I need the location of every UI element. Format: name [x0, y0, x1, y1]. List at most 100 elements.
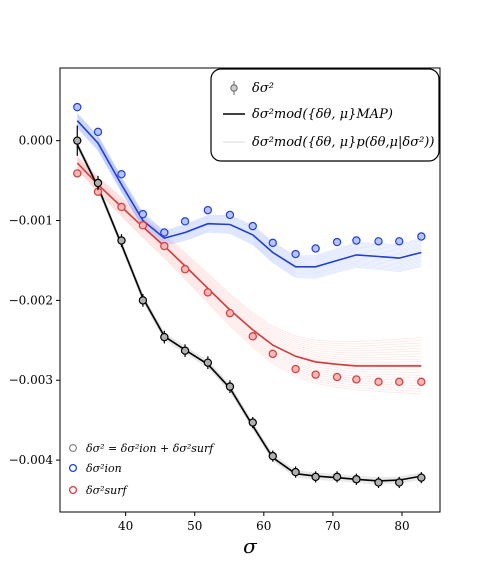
total-data-point	[73, 136, 82, 145]
legend-marker-icon	[230, 84, 238, 92]
total-data-point	[117, 236, 126, 245]
surf-map-line	[76, 162, 422, 367]
total-data-point	[203, 358, 213, 367]
surf-posterior-curve	[77, 157, 422, 347]
legend-bottom-label: δσ²surf	[86, 484, 129, 497]
plot-frame	[59, 67, 441, 513]
legend-top-frame	[210, 68, 440, 162]
ion-data-point	[395, 237, 404, 246]
ion-posterior-curve	[77, 122, 422, 270]
surf-posterior-curve	[77, 169, 422, 395]
total-data-point	[417, 473, 426, 482]
surf-data-point	[203, 288, 213, 297]
total-data-point	[225, 382, 235, 391]
ion-data-point	[248, 221, 257, 231]
surf-posterior-curve	[77, 161, 422, 361]
legend-bottom-label: δσ² = δσ²ion + δσ²surf	[86, 442, 215, 455]
y-tick-label: −0.002	[9, 293, 53, 307]
posterior-sample-bands	[76, 113, 422, 485]
surf-posterior-curve	[77, 167, 422, 390]
x-tick-label: 70	[325, 519, 340, 533]
ion-data-point	[180, 217, 190, 226]
surf-data-point	[225, 308, 235, 318]
surf-data-point	[180, 265, 190, 274]
total-data-point	[352, 475, 361, 484]
total-data-point	[291, 467, 300, 477]
surf-posterior-curve	[77, 156, 422, 345]
surf-data-point	[248, 332, 257, 341]
legend-top-right: δσ² δσ²mod({δθ, μ}MAP) δσ²mod({δθ, μ}p(δθ,…	[210, 68, 440, 162]
ion-posterior-curve	[77, 118, 422, 265]
surf-posterior-curve	[77, 160, 422, 356]
ion-data-point	[160, 228, 169, 237]
surf-posterior-curve	[77, 158, 422, 352]
y-axis-ticks: 0.000 −0.001 −0.002 −0.003 −0.004	[9, 134, 60, 467]
surf-data-point	[117, 202, 126, 212]
ion-data-point	[203, 205, 213, 215]
total-data-point	[160, 332, 169, 342]
surf-data-point	[291, 364, 300, 374]
surf-posterior-curve	[77, 159, 422, 354]
surf-posterior-curve	[77, 166, 422, 384]
surf-data-point	[138, 221, 148, 230]
surf-data-point	[417, 377, 426, 387]
y-tick-label: −0.001	[9, 214, 53, 228]
surf-data-point	[268, 349, 277, 359]
x-axis-label: σ	[243, 534, 258, 558]
x-tick-label: 40	[118, 519, 133, 533]
legend-top-label: δσ²	[252, 81, 274, 96]
ion-data-point	[311, 244, 320, 253]
total-data-point	[248, 418, 257, 427]
ion-posterior-curve	[77, 127, 422, 279]
data-points	[73, 102, 426, 489]
surf-posterior-curve	[77, 167, 422, 387]
ion-posterior-curve	[77, 118, 422, 264]
ion-posterior-curve	[77, 125, 422, 276]
surf-data-point	[374, 377, 383, 387]
ion-data-point	[117, 170, 126, 179]
ion-map-line	[76, 120, 422, 268]
ion-data-point	[268, 238, 277, 248]
surf-data-point	[352, 375, 361, 384]
legend-bottom-marker	[68, 463, 78, 473]
surf-data-point	[73, 169, 82, 178]
ion-data-point	[332, 237, 342, 247]
ion-data-point	[352, 236, 361, 245]
surf-posterior-curve	[77, 168, 422, 392]
total-data-point	[93, 178, 103, 188]
total-data-point	[180, 346, 190, 355]
total-data-point	[138, 296, 148, 305]
ion-posterior-curve	[77, 126, 422, 278]
ion-posterior-curve	[77, 124, 422, 274]
total-data-point	[374, 478, 383, 487]
surf-posterior-curve	[77, 156, 422, 343]
surf-data-point	[395, 377, 404, 387]
legend-bottom-left: δσ² = δσ²ion + δσ²surf δσ²ion δσ²surf	[68, 442, 215, 497]
surf-data-point	[332, 372, 342, 382]
x-axis-ticks: 40 50 60 70 80	[118, 512, 410, 533]
total-data-point	[268, 451, 277, 461]
surf-data-point	[311, 370, 320, 379]
y-tick-label: −0.003	[9, 373, 53, 387]
total-posterior-curve	[76, 147, 422, 485]
legend-bottom-marker	[68, 443, 78, 453]
surf-data-point	[160, 241, 169, 251]
ion-data-point	[73, 102, 82, 112]
y-tick-label: −0.004	[9, 453, 54, 467]
ion-data-point	[138, 209, 148, 219]
x-tick-label: 60	[256, 519, 271, 533]
legend-bottom-marker	[68, 485, 78, 495]
total-data-point	[332, 472, 342, 482]
x-tick-label: 80	[394, 519, 409, 533]
total-data-point	[395, 478, 404, 487]
ion-posterior-curve	[77, 126, 422, 277]
total-data-point	[311, 472, 320, 482]
y-tick-label: 0.000	[19, 134, 53, 148]
surf-posterior-curve	[77, 161, 422, 363]
ion-posterior-curve	[77, 124, 422, 275]
ion-posterior-curve	[77, 122, 422, 272]
legend-bottom-label: δσ²ion	[86, 462, 122, 475]
surf-posterior-curve	[77, 158, 422, 350]
ion-data-point	[417, 232, 426, 241]
